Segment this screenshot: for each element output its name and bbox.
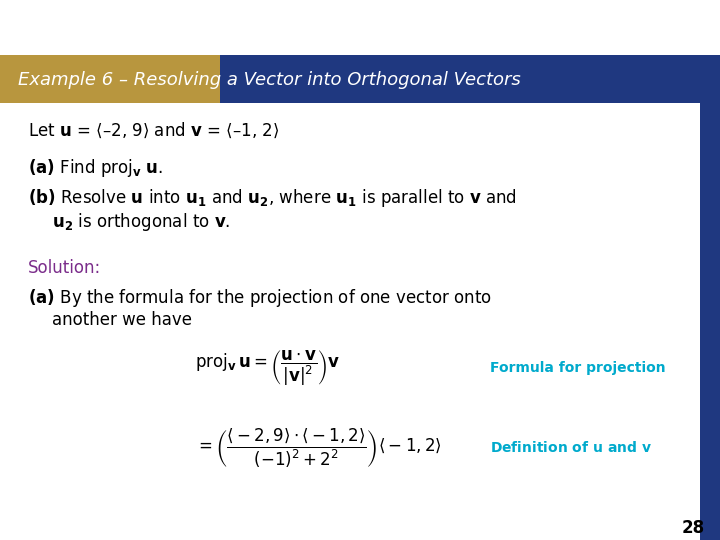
Text: $\mathbf{u}_\mathbf{2}$ is orthogonal to $\mathbf{v}$.: $\mathbf{u}_\mathbf{2}$ is orthogonal to… [52,211,230,233]
Text: $= \left(\dfrac{\langle -2,9\rangle \cdot \langle -1,2\rangle}{(-1)^2 + 2^2}\rig: $= \left(\dfrac{\langle -2,9\rangle \cdo… [195,427,442,470]
Bar [0,55,220,103]
Text: 28: 28 [681,519,705,537]
Text: Formula for projection: Formula for projection [490,361,665,375]
Bar [220,55,720,103]
Text: Definition of $\mathit{\mathbf{u}}$ and $\mathit{\mathbf{v}}$: Definition of $\mathit{\mathbf{u}}$ and … [490,441,652,456]
Text: $\mathrm{proj}_\mathbf{v}\, \mathbf{u} = \left(\dfrac{\mathbf{u} \cdot \mathbf{v: $\mathrm{proj}_\mathbf{v}\, \mathbf{u} =… [195,348,340,388]
Text: Example 6 – Resolving a Vector into Orthogonal Vectors: Example 6 – Resolving a Vector into Orth… [18,71,521,89]
Text: Solution:: Solution: [28,259,102,277]
Bar [700,103,720,540]
Text: Let $\mathbf{u}$ = $\langle$–2, 9$\rangle$ and $\mathbf{v}$ = $\langle$–1, 2$\ra: Let $\mathbf{u}$ = $\langle$–2, 9$\rangl… [28,120,279,140]
Text: $\mathbf{(a)}$ By the formula for the projection of one vector onto: $\mathbf{(a)}$ By the formula for the pr… [28,287,492,309]
Text: $\mathbf{(a)}$ Find proj$_\mathbf{v}$ $\mathbf{u}$.: $\mathbf{(a)}$ Find proj$_\mathbf{v}$ $\… [28,157,163,179]
Text: another we have: another we have [52,311,192,329]
Text: $\mathbf{(b)}$ Resolve $\mathbf{u}$ into $\mathbf{u}_\mathbf{1}$ and $\mathbf{u}: $\mathbf{(b)}$ Resolve $\mathbf{u}$ into… [28,187,517,209]
